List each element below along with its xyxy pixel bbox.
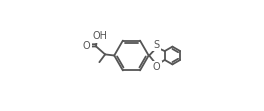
Text: OH: OH: [92, 31, 107, 41]
Text: S: S: [153, 40, 160, 50]
Text: O: O: [83, 41, 90, 51]
Text: O: O: [152, 62, 160, 72]
